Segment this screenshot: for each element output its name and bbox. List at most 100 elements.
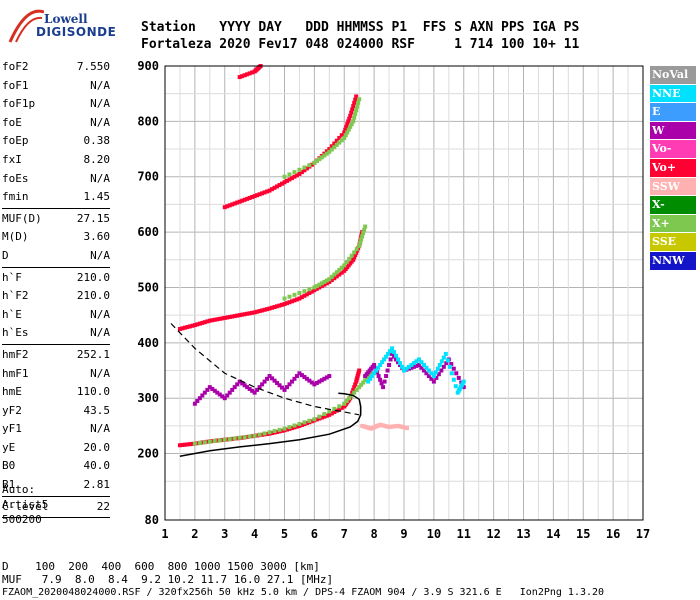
echo-mark bbox=[451, 377, 456, 382]
echo-mark bbox=[294, 424, 299, 429]
echo-mark bbox=[317, 157, 322, 162]
echo-mark bbox=[437, 362, 442, 367]
echo-mark bbox=[275, 304, 280, 309]
echo-mark bbox=[227, 203, 232, 208]
echo-mark bbox=[299, 170, 304, 175]
echo-mark bbox=[439, 368, 444, 373]
echo-mark bbox=[329, 274, 334, 279]
echo-mark bbox=[289, 379, 294, 384]
echo-mark bbox=[232, 314, 237, 319]
echo-mark bbox=[398, 361, 403, 366]
echo-mark bbox=[242, 197, 247, 202]
echo-mark bbox=[245, 434, 250, 439]
echo-mark bbox=[245, 311, 250, 316]
echo-mark bbox=[370, 374, 375, 379]
echo-mark bbox=[260, 432, 265, 437]
echo-mark bbox=[426, 368, 431, 373]
echo-mark bbox=[453, 384, 458, 389]
echo-mark bbox=[354, 247, 359, 252]
echo-mark bbox=[217, 392, 222, 397]
parameter-list: foF2 7.550 foF1 N/A foF1p N/A foE N/A foEp 0.38 fx… bbox=[2, 58, 110, 519]
echo-mark bbox=[275, 429, 280, 434]
echo-mark bbox=[441, 355, 446, 360]
echo-mark bbox=[252, 390, 257, 395]
parameter-value: N/A bbox=[90, 307, 110, 321]
x-tick-label: 8 bbox=[371, 527, 378, 541]
echo-mark bbox=[294, 173, 299, 178]
echo-mark bbox=[260, 308, 265, 313]
echo-mark bbox=[356, 100, 361, 105]
artist-version: Artist5 bbox=[2, 498, 49, 511]
x-tick-label: 1 bbox=[161, 527, 168, 541]
echo-mark bbox=[210, 318, 215, 323]
echo-mark bbox=[212, 439, 217, 444]
echo-mark bbox=[215, 317, 220, 322]
echo-mark bbox=[260, 382, 265, 387]
echo-mark bbox=[360, 234, 365, 239]
echo-mark bbox=[222, 396, 227, 401]
echo-mark bbox=[312, 160, 317, 165]
echo-mark bbox=[349, 110, 354, 115]
parameter-value: 27.15 bbox=[76, 211, 110, 225]
parameter-group-confidence: C-level 22 bbox=[2, 498, 110, 517]
echo-mark bbox=[292, 298, 297, 303]
echo-mark bbox=[449, 362, 454, 367]
echo-mark bbox=[250, 388, 255, 393]
echo-mark bbox=[361, 380, 366, 385]
echo-mark bbox=[307, 418, 312, 423]
echo-mark bbox=[424, 371, 429, 376]
echo-mark bbox=[339, 133, 344, 138]
y-tick-label: 600 bbox=[137, 225, 159, 239]
x-tick-label: 10 bbox=[427, 527, 441, 541]
parameter-name: yF2 bbox=[2, 403, 22, 417]
echo-mark bbox=[284, 178, 289, 183]
parameter-name: h`F2 bbox=[2, 289, 29, 303]
echo-mark bbox=[363, 378, 368, 383]
echo-mark bbox=[332, 272, 337, 277]
echo-mark bbox=[416, 357, 421, 362]
echo-mark bbox=[280, 385, 285, 390]
echo-mark bbox=[451, 366, 456, 371]
echo-mark bbox=[444, 361, 449, 366]
echo-mark bbox=[237, 435, 242, 440]
echo-mark bbox=[284, 301, 289, 306]
echo-mark bbox=[354, 387, 359, 392]
echo-mark bbox=[237, 379, 242, 384]
echo-mark bbox=[207, 385, 212, 390]
echo-mark bbox=[312, 417, 317, 422]
echo-mark bbox=[454, 371, 459, 376]
echo-mark bbox=[327, 409, 332, 414]
echo-mark bbox=[272, 429, 277, 434]
echo-mark bbox=[230, 436, 235, 441]
echo-mark bbox=[255, 309, 260, 314]
echo-mark bbox=[299, 373, 304, 378]
echo-mark bbox=[322, 412, 327, 417]
echo-mark bbox=[362, 227, 367, 232]
echo-mark bbox=[287, 294, 292, 299]
echo-mark bbox=[337, 135, 342, 140]
parameter-row: yE 20.0 bbox=[2, 439, 110, 458]
echo-mark bbox=[265, 307, 270, 312]
echo-mark bbox=[262, 431, 267, 436]
echo-mark bbox=[240, 312, 245, 317]
echo-mark bbox=[275, 184, 280, 189]
echo-mark bbox=[270, 376, 275, 381]
echo-mark bbox=[332, 410, 337, 415]
echo-mark bbox=[322, 282, 327, 287]
y-tick-label: 300 bbox=[137, 391, 159, 405]
echo-mark bbox=[312, 382, 317, 387]
echo-mark bbox=[242, 435, 247, 440]
echo-mark bbox=[392, 350, 397, 355]
echo-mark bbox=[220, 437, 225, 442]
echo-mark bbox=[353, 382, 358, 387]
header-row-values: Fortaleza 2020 Fev17 048 024000 RSF 1 71… bbox=[141, 37, 580, 52]
echo-mark bbox=[277, 303, 282, 308]
echo-mark bbox=[202, 390, 207, 395]
echo-mark bbox=[429, 376, 434, 381]
parameter-name: B0 bbox=[2, 459, 16, 473]
echo-mark bbox=[400, 364, 405, 369]
parameter-row: foF1p N/A bbox=[2, 95, 110, 114]
echo-mark bbox=[277, 427, 282, 432]
echo-mark bbox=[394, 353, 399, 358]
echo-mark bbox=[242, 383, 247, 388]
